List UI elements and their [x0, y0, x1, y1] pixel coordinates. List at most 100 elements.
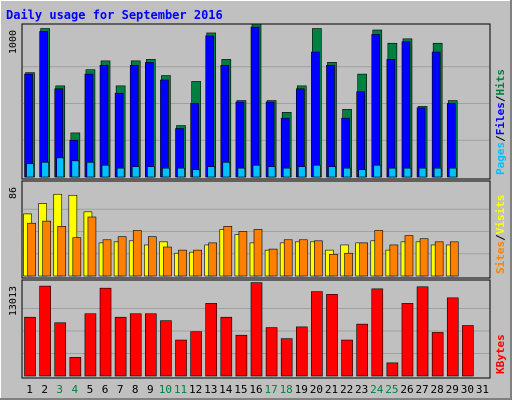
y-max-label: 13013 — [8, 286, 19, 316]
pages-bar — [192, 169, 200, 178]
legend: Pages/Files/Hits — [494, 69, 507, 175]
sites-bar — [57, 226, 67, 277]
kbytes-bar — [280, 338, 293, 377]
kbytes-bar — [145, 313, 157, 377]
kbytes-bar — [235, 334, 248, 377]
kbytes-bar — [356, 323, 368, 377]
x-tick-label: 8 — [132, 383, 139, 396]
pages-bar — [433, 167, 442, 178]
y-max-label: 1000 — [8, 30, 19, 54]
pages-bar — [282, 167, 291, 178]
sites-bar — [419, 238, 429, 277]
x-tick-label: 3 — [56, 383, 63, 396]
kbytes-bar — [431, 332, 444, 377]
sites-bar — [404, 235, 414, 277]
sites-bar — [344, 252, 353, 277]
chart-title: Daily usage for September 2016 — [6, 8, 223, 22]
sites-bar — [268, 248, 278, 277]
kbytes-bar — [190, 331, 202, 377]
pages-bar — [207, 166, 216, 178]
legend: KBytes — [494, 334, 507, 374]
pages-bar — [147, 166, 155, 178]
sites-bar — [72, 237, 82, 277]
kbytes-bar — [220, 316, 233, 377]
kbytes-bar — [54, 322, 67, 377]
kbytes-bar — [295, 326, 308, 377]
pages-bar — [177, 167, 185, 178]
legend-item-visits: Visits — [494, 195, 507, 235]
kbytes-bar — [175, 339, 187, 377]
sites-bar — [27, 222, 36, 277]
pages-bar — [267, 166, 276, 178]
files-bar — [129, 64, 139, 178]
x-tick-label: 6 — [102, 383, 109, 396]
sites-bar — [148, 236, 157, 277]
sites-bar — [298, 239, 308, 277]
pages-bar — [116, 167, 125, 178]
x-tick-label: 27 — [415, 383, 428, 396]
sites-bar — [374, 230, 384, 277]
x-tick-label: 2 — [41, 383, 48, 396]
sites-bar — [314, 240, 323, 277]
files-bar — [311, 51, 320, 178]
x-tick-label: 19 — [295, 383, 308, 396]
files-bar — [145, 62, 154, 178]
x-tick-label: 21 — [325, 383, 338, 396]
files-bar — [446, 103, 456, 178]
files-bar — [295, 88, 305, 178]
files-bar — [431, 51, 441, 178]
x-tick-label: 16 — [249, 383, 262, 396]
pages-bar — [373, 164, 382, 178]
legend-item-: / — [494, 95, 507, 102]
x-tick-label: 20 — [310, 383, 323, 396]
pages-bar — [237, 167, 246, 178]
kbytes-bar — [371, 288, 384, 377]
kbytes-bar — [99, 287, 112, 377]
x-tick-label: 14 — [219, 383, 233, 396]
legend-item-kbytes: KBytes — [494, 334, 507, 374]
kbytes-bar — [39, 285, 51, 377]
pages-bar — [26, 163, 34, 178]
pages-bar — [131, 166, 140, 178]
pages-bar — [403, 167, 412, 178]
sites-bar — [329, 253, 338, 277]
files-bar — [24, 73, 33, 178]
legend: Sites/Visits — [494, 195, 507, 275]
x-tick-label: 13 — [204, 383, 217, 396]
x-tick-label: 10 — [159, 383, 172, 396]
pages-bar — [162, 167, 170, 178]
kbytes-bar — [114, 316, 127, 377]
sites-bar — [102, 239, 112, 277]
sites-bar — [389, 244, 399, 277]
pages-bar — [313, 164, 321, 178]
x-tick-label: 17 — [264, 383, 277, 396]
x-tick-label: 11 — [174, 383, 187, 396]
sites-bar — [359, 242, 368, 277]
files-bar — [39, 31, 48, 178]
pages-bar — [252, 164, 261, 178]
kbytes-bar — [205, 303, 218, 377]
x-tick-label: 22 — [340, 383, 353, 396]
kbytes-bar — [84, 313, 97, 377]
sites-bar — [283, 239, 293, 277]
legend-item-files: Files — [494, 102, 507, 135]
files-bar — [220, 64, 230, 178]
panel-kbytes: 13013 KBytes — [8, 279, 507, 379]
x-tick-label: 7 — [117, 383, 124, 396]
files-bar — [356, 91, 365, 178]
legend-item-sites: Sites — [494, 241, 507, 274]
sites-bar — [178, 249, 187, 277]
sites-bar — [193, 249, 202, 277]
pages-bar — [418, 167, 427, 178]
kbytes-bar — [462, 325, 474, 377]
files-bar — [326, 64, 335, 178]
kbytes-bar — [386, 362, 399, 377]
x-tick-label: 28 — [431, 383, 444, 396]
sites-bar — [449, 241, 459, 277]
x-tick-label: 12 — [189, 383, 202, 396]
kbytes-bar — [250, 282, 263, 377]
pages-bar — [328, 166, 336, 178]
x-tick-label: 5 — [87, 383, 94, 396]
kbytes-bar — [311, 291, 323, 377]
